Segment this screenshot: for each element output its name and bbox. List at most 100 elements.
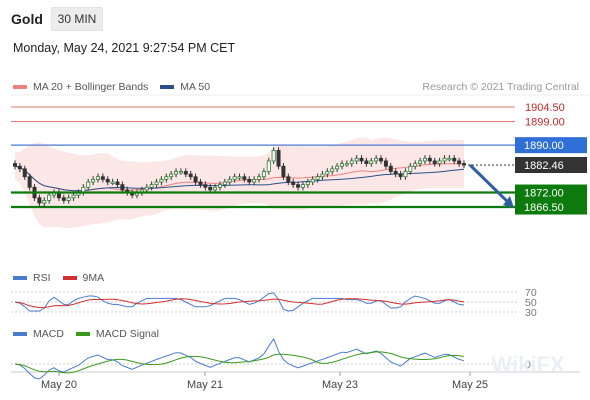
candle-body: [232, 176, 237, 180]
resistance-label: 1904.50: [525, 102, 565, 114]
rsi-line: [14, 292, 465, 312]
candle-body: [349, 160, 354, 164]
symbol-title: Gold: [11, 11, 43, 27]
candle-body: [71, 194, 76, 199]
candle-body: [105, 178, 110, 183]
candle-body: [164, 176, 169, 180]
chart-datetime: Monday, May 24, 2021 9:27:54 PM CET: [13, 41, 236, 55]
projection-arrowhead: [503, 196, 514, 208]
candle-body: [461, 163, 466, 166]
rsi-swatch: [13, 276, 27, 280]
signal-swatch: [75, 332, 90, 336]
candle-body: [408, 165, 413, 172]
candle-body: [344, 163, 349, 166]
candle-body: [276, 150, 281, 167]
legend-macd: MACD: [13, 328, 64, 340]
signal-label: MACD Signal: [95, 328, 159, 340]
candle-body: [320, 173, 325, 178]
ma9-swatch: [62, 276, 77, 280]
candle-body: [174, 171, 179, 175]
resistance-label: 1899.00: [525, 116, 565, 128]
candle-body: [203, 184, 208, 188]
candle-body: [427, 157, 432, 162]
macd-signal-line: [14, 351, 465, 374]
candle-body: [217, 184, 222, 188]
x-tick-label: May 25: [452, 379, 488, 391]
candle-body: [208, 186, 213, 191]
candle-body: [310, 178, 315, 183]
candle-body: [27, 176, 32, 188]
ma20-swatch: [13, 85, 27, 89]
macd-zero-label: 0: [525, 359, 531, 371]
ma50-swatch: [160, 85, 175, 89]
candle-body: [413, 163, 418, 167]
ma9-label: 9MA: [82, 272, 105, 284]
candle-body: [227, 178, 232, 183]
candle-body: [354, 157, 359, 162]
candle-body: [379, 157, 384, 162]
candle-body: [47, 194, 52, 201]
current-price-tag: [515, 157, 587, 173]
candle-body: [86, 181, 91, 188]
legend-rsi: RSI: [13, 272, 51, 284]
projection-arrow: [468, 163, 513, 207]
legend-ma50: MA 50: [160, 81, 210, 93]
candle-body: [144, 186, 149, 191]
candle-body: [183, 171, 188, 175]
x-tick-label: May 23: [322, 379, 358, 391]
candle-body: [100, 176, 105, 180]
candle-body: [159, 178, 164, 183]
candle-body: [257, 176, 262, 180]
candle-body: [120, 184, 125, 191]
candle-body: [383, 160, 388, 167]
candle-body: [300, 184, 305, 188]
candle-body: [198, 181, 203, 186]
candle-body: [66, 197, 71, 201]
candle-body: [154, 181, 159, 186]
candle-body: [261, 171, 266, 178]
candle-body: [91, 178, 96, 183]
candle-body: [447, 157, 452, 161]
candle-body: [339, 163, 344, 167]
candle-body: [222, 181, 227, 186]
rsi-level-label: 30: [525, 307, 537, 319]
macd-line: [14, 337, 465, 380]
candle-body: [452, 157, 457, 162]
macd-legend: MACD MACD Signal: [13, 328, 171, 340]
candle-body: [286, 176, 291, 183]
candle-body: [369, 160, 374, 164]
legend-ma20: MA 20 + Bollinger Bands: [13, 81, 148, 93]
rsi-ma9-line: [14, 298, 465, 309]
candle-body: [457, 160, 462, 164]
candle-body: [388, 165, 393, 172]
candle-body: [61, 197, 66, 201]
candle-body: [149, 184, 154, 188]
candle-body: [374, 157, 379, 162]
candle-body: [42, 200, 47, 204]
bollinger-band: [15, 137, 464, 228]
rsi-level-label: 50: [525, 297, 537, 309]
support-label: 1866.50: [524, 202, 564, 214]
candle-body: [296, 184, 301, 188]
candle-body: [325, 171, 330, 175]
candle-body: [315, 176, 320, 180]
candle-body: [398, 173, 403, 178]
candle-body: [237, 176, 242, 179]
candle-body: [281, 165, 286, 178]
current-price-label: 1882.46: [524, 160, 564, 172]
candle-body: [418, 160, 423, 164]
chart-credit: Research © 2021 Trading Central: [422, 81, 579, 93]
candle-body: [110, 181, 115, 184]
candle-body: [22, 168, 27, 178]
ma50-line: [14, 165, 465, 192]
candle-body: [359, 157, 364, 162]
candle-body: [242, 176, 247, 180]
macd-label: MACD: [33, 328, 64, 340]
candle-body: [403, 171, 408, 178]
timeframe-button[interactable]: 30 MIN: [51, 7, 103, 31]
chart-header: Gold 30 MIN: [0, 0, 590, 36]
candle-body: [364, 160, 369, 164]
candle-body: [37, 197, 42, 204]
legend-rsi-ma9: 9MA: [62, 272, 105, 284]
candle-body: [335, 165, 340, 170]
